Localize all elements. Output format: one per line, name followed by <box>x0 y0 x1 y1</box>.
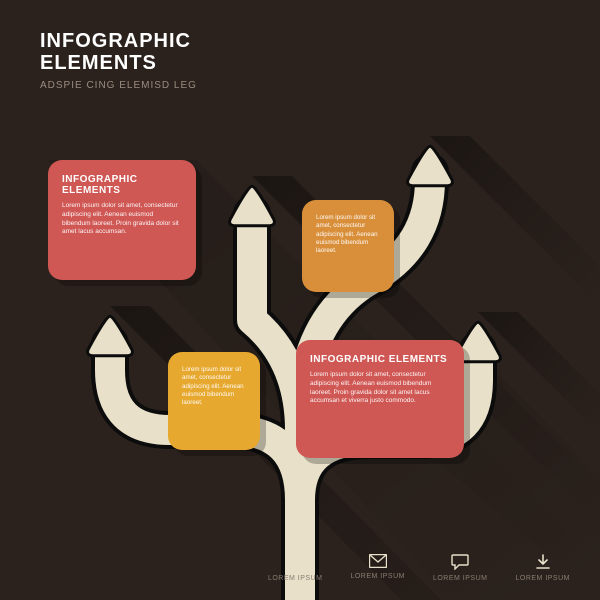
branch-label-c: C <box>414 128 426 146</box>
mail-icon <box>369 554 387 568</box>
card-d: INFOGRAPHIC ELEMENTS Lorem ipsum dolor si… <box>296 340 464 458</box>
card-c: Lorem ipsum dolor sit amet, consectetur … <box>168 352 260 450</box>
card-a-title: INFOGRAPHIC ELEMENTS <box>62 174 182 196</box>
branch-label-a: A <box>95 302 107 320</box>
home-icon <box>286 554 304 570</box>
card-d-body: Lorem ipsum dolor sit amet, consectetur … <box>310 371 450 406</box>
footer-item-0[interactable]: LOREM IPSUM <box>268 554 323 582</box>
chat-icon <box>451 554 469 570</box>
footer-item-2[interactable]: LOREM IPSUM <box>433 554 488 582</box>
footer-label-0: LOREM IPSUM <box>268 575 323 582</box>
card-a-body: Lorem ipsum dolor sit amet, consectetur … <box>62 202 182 237</box>
card-b: Lorem ipsum dolor sit amet, consectetur … <box>302 200 394 292</box>
card-d-title: INFOGRAPHIC ELEMENTS <box>310 354 450 365</box>
card-a: INFOGRAPHIC ELEMENTS Lorem ipsum dolor si… <box>48 160 196 280</box>
title-line-1: INFOGRAPHIC <box>40 30 197 52</box>
footer-item-3[interactable]: LOREM IPSUM <box>515 554 570 582</box>
footer-label-1: LOREM IPSUM <box>350 573 405 580</box>
title-line-2: ELEMENTS <box>40 52 197 74</box>
footer-item-1[interactable]: LOREM IPSUM <box>350 554 405 582</box>
card-b-body: Lorem ipsum dolor sit amet, consectetur … <box>316 214 380 256</box>
card-c-body: Lorem ipsum dolor sit amet, consectetur … <box>182 366 246 408</box>
download-icon <box>535 554 551 570</box>
header: INFOGRAPHIC ELEMENTS ADSPIE CING ELEMISD… <box>40 30 197 91</box>
page-title: INFOGRAPHIC ELEMENTS <box>40 30 197 74</box>
branch-label-d: D <box>462 308 474 326</box>
footer-label-2: LOREM IPSUM <box>433 575 488 582</box>
branch-label-b: B <box>236 168 248 186</box>
footer-label-3: LOREM IPSUM <box>515 575 570 582</box>
page-subtitle: ADSPIE CING ELEMISD LEG <box>40 80 197 91</box>
footer-icons: LOREM IPSUM LOREM IPSUM LOREM IPSUM LOREM I… <box>268 554 570 582</box>
